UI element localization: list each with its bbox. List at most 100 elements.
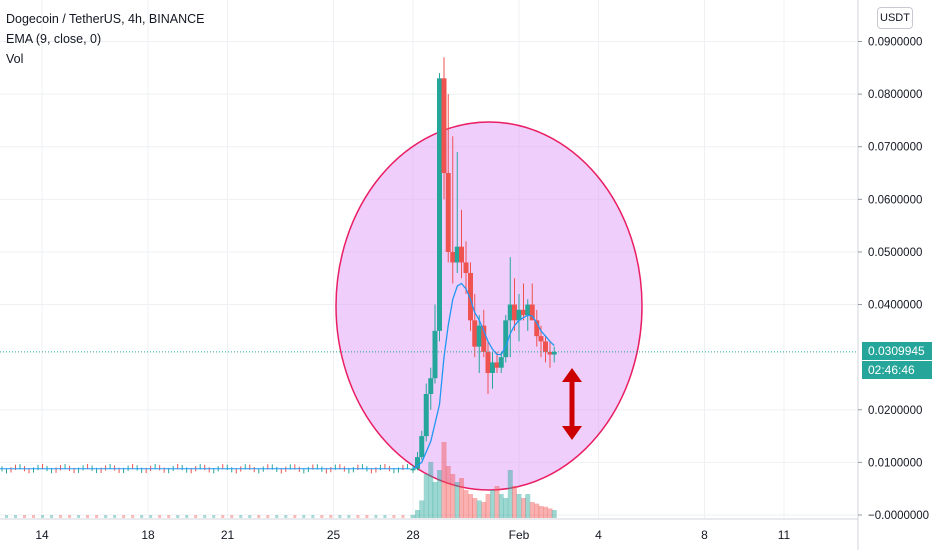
volume-bar [543, 506, 548, 518]
volume-bar [4, 515, 8, 518]
y-tick-label: 0.0100000 [868, 457, 922, 469]
candle-body [543, 341, 548, 352]
volume-bar [320, 515, 324, 518]
volume-bar [454, 482, 460, 518]
volume-bar [547, 508, 553, 518]
volume-bar [122, 515, 126, 518]
volume-bar [383, 515, 387, 518]
y-tick-label: 0.0400000 [868, 300, 922, 312]
volume-bar [212, 515, 216, 518]
candle-body [428, 378, 434, 394]
volume-bar [185, 515, 189, 518]
volume-bar [32, 515, 36, 518]
volume-bar [347, 515, 351, 518]
bar-countdown-label: 02:46:46 [862, 361, 932, 379]
candle-body [454, 246, 460, 263]
volume-bar [463, 490, 469, 518]
volume-bar [472, 498, 478, 518]
candle-body [481, 325, 487, 352]
volume-bar [441, 442, 447, 518]
y-tick-label: 0.0500000 [868, 247, 922, 259]
y-tick-label: 0.0200000 [868, 405, 922, 417]
volume-bar [503, 498, 509, 518]
candle-body [423, 393, 429, 437]
volume-bar [158, 515, 162, 518]
y-tick-label: 0.0700000 [868, 142, 922, 154]
x-tick-label: Feb [509, 528, 530, 542]
y-tick-label: 0.0800000 [868, 89, 922, 101]
x-tick-label: 25 [327, 528, 341, 542]
candle-body [538, 336, 544, 342]
volume-bar [521, 498, 527, 518]
volume-indicator-label[interactable]: Vol [6, 52, 24, 66]
volume-bar [167, 515, 171, 518]
volume-bar [410, 514, 416, 518]
candle-body [485, 351, 491, 373]
volume-bar [445, 466, 451, 518]
x-tick-label: 18 [141, 528, 155, 542]
x-tick-label: 4 [595, 528, 602, 542]
volume-bar [511, 486, 517, 518]
candle-body [507, 304, 513, 321]
volume-bar [176, 515, 180, 518]
y-tick-label: −0.0000000 [868, 510, 929, 522]
volume-bar [401, 515, 405, 518]
candle-body [525, 304, 531, 316]
volume-bar [476, 500, 482, 518]
volume-bar [458, 478, 464, 518]
volume-bar [329, 515, 333, 518]
volume-bar [365, 515, 369, 518]
volume-bar [419, 500, 425, 518]
volume-bar [415, 510, 421, 518]
candle-body [450, 251, 456, 263]
last-price-label: 0.0309945 [862, 342, 932, 360]
volume-bar [131, 515, 135, 518]
symbol-title[interactable]: Dogecoin / TetherUS, 4h, BINANCE [6, 12, 205, 26]
x-tick-label: 11 [778, 528, 791, 542]
volume-bar [203, 515, 207, 518]
volume-bar [311, 515, 315, 518]
candle-body [490, 362, 495, 373]
x-tick-label: 14 [35, 528, 49, 542]
volume-bar [302, 515, 306, 518]
volume-bar [529, 502, 535, 518]
double-arrow-head-up [562, 368, 582, 382]
volume-bar [140, 515, 144, 518]
volume-bar [392, 515, 396, 518]
volume-bar [516, 494, 522, 518]
candle-body [415, 457, 421, 469]
volume-bar [284, 515, 288, 518]
volume-bar [104, 515, 108, 518]
candle-body [529, 304, 535, 321]
volume-bar [525, 494, 531, 518]
candle-body [476, 325, 482, 347]
volume-bar [194, 515, 198, 518]
candle-body [458, 246, 464, 263]
volume-bar [374, 515, 378, 518]
volume-bar [468, 494, 474, 518]
volume-bar [113, 515, 117, 518]
volume-bar [485, 494, 491, 518]
volume-bar [450, 474, 456, 518]
volume-bar [490, 490, 495, 518]
candle-body [551, 351, 557, 355]
volume-bar [534, 503, 540, 518]
double-arrow-head-down [562, 426, 582, 440]
volume-bar [41, 515, 45, 518]
volume-bar [494, 486, 500, 518]
volume-bar [221, 515, 225, 518]
ema-indicator-label[interactable]: EMA (9, close, 0) [6, 32, 102, 46]
volume-bar [149, 515, 153, 518]
chart-legend: Dogecoin / TetherUS, 4h, BINANCE EMA (9,… [6, 9, 204, 69]
volume-bar [432, 482, 438, 518]
volume-bar [551, 510, 557, 518]
volume-bar [14, 515, 17, 518]
candle-body [437, 78, 442, 331]
volume-bar [77, 515, 81, 518]
y-tick-label: 0.0900000 [868, 37, 922, 49]
currency-button[interactable]: USDT [877, 7, 913, 29]
candle-body [410, 468, 416, 471]
y-tick-label: 0.0600000 [868, 194, 922, 206]
